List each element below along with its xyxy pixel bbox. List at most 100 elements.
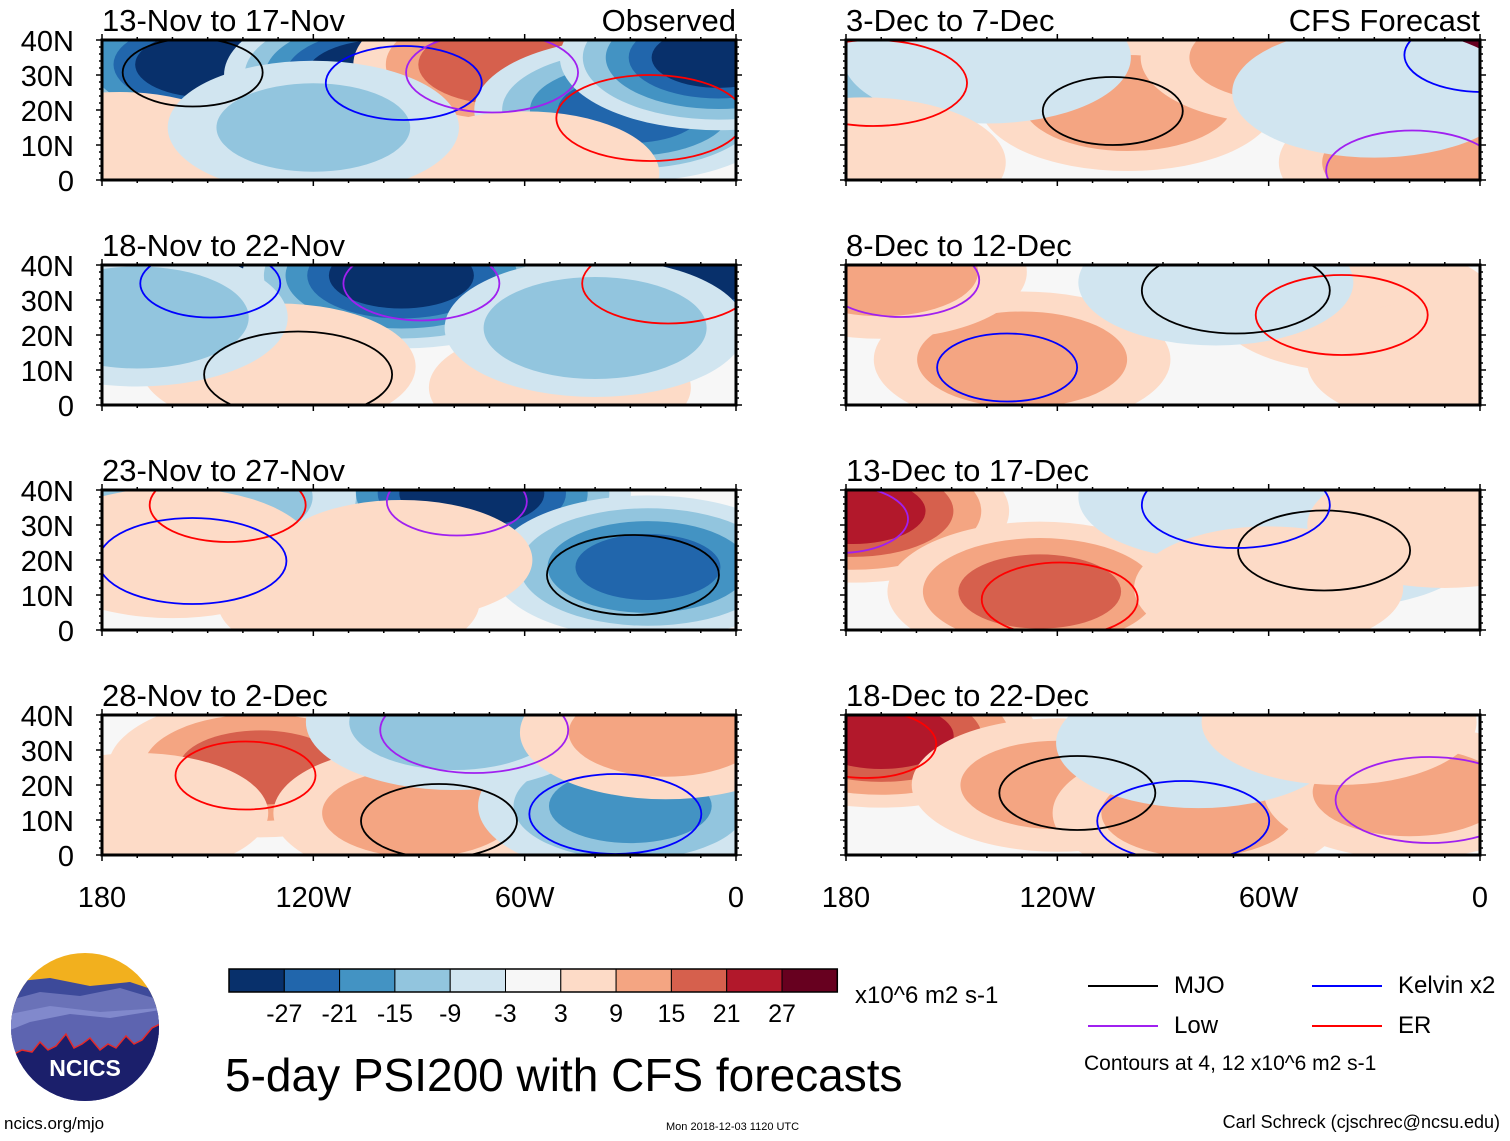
anomaly-band xyxy=(1078,265,1354,346)
ncics-logo: NCICS xyxy=(11,953,159,1101)
colorbar-tick-label: -3 xyxy=(494,1000,516,1028)
wave-contours xyxy=(121,40,736,162)
anomaly-band xyxy=(1201,715,1477,785)
legend-swatch-mjo xyxy=(1088,985,1158,987)
colorbar-frame xyxy=(228,968,839,993)
x-tick-label: 120W xyxy=(1019,882,1095,914)
legend-label-mjo: MJO xyxy=(1174,972,1225,999)
contour-line xyxy=(379,715,570,774)
colorbar-tick-label: 21 xyxy=(713,1000,741,1028)
contour-line xyxy=(936,332,1079,403)
logo-text: NCICS xyxy=(49,1055,121,1081)
contour-line xyxy=(980,561,1139,630)
x-tick-label: 180 xyxy=(78,882,126,914)
x-tick-label: 60W xyxy=(1239,882,1299,914)
panel-4: 3-Dec to 7-Dec xyxy=(840,3,1486,186)
contour-line xyxy=(581,265,736,325)
y-tick-label: 10N xyxy=(21,806,74,838)
contour-line xyxy=(1325,129,1480,180)
colorbar-swatch xyxy=(670,968,728,993)
legend-item-mjo: MJO xyxy=(1088,972,1225,1000)
wave-contours xyxy=(139,265,736,405)
contour-line xyxy=(139,265,282,319)
colorbar-swatch xyxy=(560,968,617,993)
panel-title: 8-Dec to 12-Dec xyxy=(846,228,1072,263)
x-tick-label: 120W xyxy=(275,882,351,914)
anomaly-field xyxy=(846,490,1480,630)
contour-line xyxy=(846,490,909,554)
contour-line xyxy=(1237,509,1412,592)
y-tick-label: 30N xyxy=(21,511,74,543)
colorbar-swatch xyxy=(781,968,838,993)
panel-5: 8-Dec to 12-Dec xyxy=(840,228,1486,411)
y-tick-label: 20N xyxy=(21,321,74,353)
y-tick-label: 20N xyxy=(21,546,74,578)
y-tick-label: 10N xyxy=(21,581,74,613)
colorbar-swatch xyxy=(615,968,672,993)
panel-6: 13-Dec to 17-Dec xyxy=(840,453,1486,636)
y-tick-label: 30N xyxy=(21,61,74,93)
colorbar-tick-label: -21 xyxy=(322,1000,358,1028)
panel-title: 28-Nov to 2-Dec xyxy=(102,678,328,713)
legend-label-low: Low xyxy=(1174,1012,1219,1039)
y-tick-label: 0 xyxy=(58,391,74,423)
legend-item-er: ER xyxy=(1312,1012,1431,1040)
y-tick-label: 20N xyxy=(21,771,74,803)
anomaly-band xyxy=(1307,300,1480,405)
colorbar-unit: x10^6 m2 s-1 xyxy=(855,982,999,1009)
legend-swatch-low xyxy=(1088,1025,1158,1027)
colorbar-tick-label: -9 xyxy=(439,1000,461,1028)
anomaly-field xyxy=(846,715,1480,855)
x-tick-label: 0 xyxy=(1472,882,1488,914)
contour-line xyxy=(385,490,528,537)
y-tick-label: 40N xyxy=(21,26,74,58)
y-tick-label: 30N xyxy=(21,286,74,318)
anomaly-band xyxy=(102,753,269,855)
contour-line xyxy=(1403,40,1480,93)
legend-swatch-er xyxy=(1312,1025,1382,1027)
colorbar-swatch xyxy=(394,968,451,993)
contour-line xyxy=(174,740,317,811)
x-tick-label: 60W xyxy=(495,882,555,914)
contour-line xyxy=(1334,756,1480,844)
wave-contours xyxy=(846,715,1480,855)
contour-line xyxy=(1140,265,1331,335)
y-tick-label: 0 xyxy=(58,616,74,648)
footer-url[interactable]: ncics.org/mjo xyxy=(4,1114,105,1133)
wave-contours xyxy=(846,265,1429,403)
contour-line xyxy=(203,330,393,405)
contour-line xyxy=(546,534,720,616)
anomaly-band xyxy=(917,311,1128,405)
contour-line xyxy=(1140,490,1331,549)
panel-7: 18-Dec to 22-Dec 180 120W 60W 0 xyxy=(822,678,1488,914)
y-tick-label: 10N xyxy=(21,131,74,163)
anomaly-field xyxy=(846,40,1480,180)
contour-line xyxy=(555,74,736,162)
x-tick-label: 0 xyxy=(728,882,744,914)
contour-line xyxy=(405,40,579,114)
observed-label: Observed xyxy=(602,3,736,38)
colorbar-swatch xyxy=(339,968,396,993)
panel-title: 13-Nov to 17-Nov xyxy=(102,3,345,38)
contour-line xyxy=(1041,76,1184,146)
wave-contours xyxy=(846,490,1412,630)
colorbar-swatch xyxy=(283,968,341,993)
contour-line xyxy=(846,265,981,318)
colorbar-tick-label: 9 xyxy=(609,1000,623,1028)
panel-title: 13-Dec to 17-Dec xyxy=(846,453,1089,488)
anomaly-band xyxy=(568,715,736,777)
contour-line xyxy=(1254,274,1429,356)
colorbar-swatch xyxy=(726,968,783,993)
y-tick-label: 10N xyxy=(21,356,74,388)
contour-line xyxy=(998,755,1157,831)
anomaly-field xyxy=(102,490,736,630)
y-tick-label: 20N xyxy=(21,96,74,128)
anomaly-band xyxy=(102,266,249,369)
contour-line xyxy=(846,40,968,127)
colorbar-swatch xyxy=(505,968,562,993)
